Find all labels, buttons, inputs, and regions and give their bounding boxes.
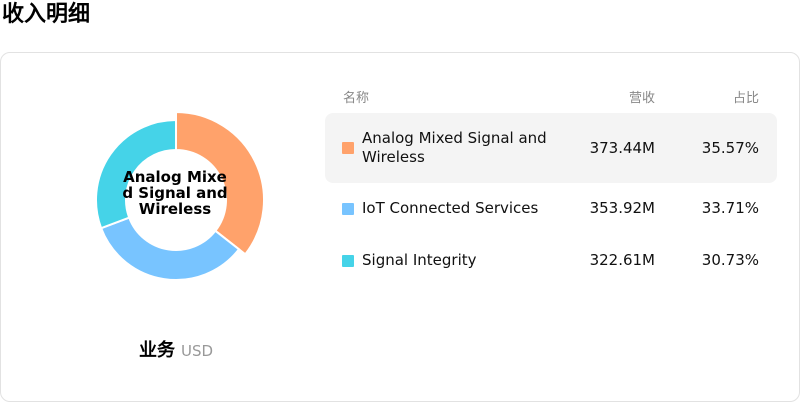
page-title: 收入明细 (2, 2, 91, 27)
legend-table: 名称 营收 占比 Analog Mixed Signal and Wireles… (325, 77, 777, 287)
legend-swatch (342, 142, 354, 154)
donut-slice-0[interactable] (175, 110, 265, 256)
row-name: IoT Connected Services (362, 199, 539, 217)
row-revenue: 322.61M (589, 251, 655, 269)
header-name: 名称 (343, 91, 370, 106)
legend-swatch (342, 203, 354, 215)
donut-chart: Analog Mixed Signal and Wireless (1, 53, 341, 353)
row-revenue: 353.92M (589, 199, 655, 217)
chart-caption: 业务 USD (1, 336, 351, 362)
donut-slice-2[interactable] (95, 118, 177, 230)
row-revenue: 373.44M (589, 139, 655, 157)
legend-swatch (342, 255, 354, 267)
header-revenue: 营收 (628, 91, 655, 106)
revenue-card: Analog Mixed Signal and Wireless 业务 USD 名… (0, 52, 800, 402)
row-share: 35.57% (701, 139, 759, 157)
row-name: Signal Integrity (362, 251, 477, 269)
table-row[interactable]: Signal Integrity 322.61M 30.73% (325, 235, 777, 287)
row-share: 33.71% (701, 199, 759, 217)
row-name: Analog Mixed Signal and Wireless (362, 129, 547, 166)
header-share: 占比 (732, 91, 759, 106)
row-share: 30.73% (701, 251, 759, 269)
donut-svg (95, 110, 265, 281)
table-row[interactable]: IoT Connected Services 353.92M 33.71% (325, 183, 777, 235)
caption-title: 业务 (138, 340, 175, 361)
table-header: 名称 营收 占比 (325, 77, 777, 113)
table-row[interactable]: Analog Mixed Signal and Wireless 373.44M… (325, 113, 777, 183)
donut-slice-1[interactable] (99, 216, 241, 281)
donut-center-label: Analog Mixed Signal and Wireless (122, 168, 228, 218)
caption-unit: USD (180, 342, 214, 360)
